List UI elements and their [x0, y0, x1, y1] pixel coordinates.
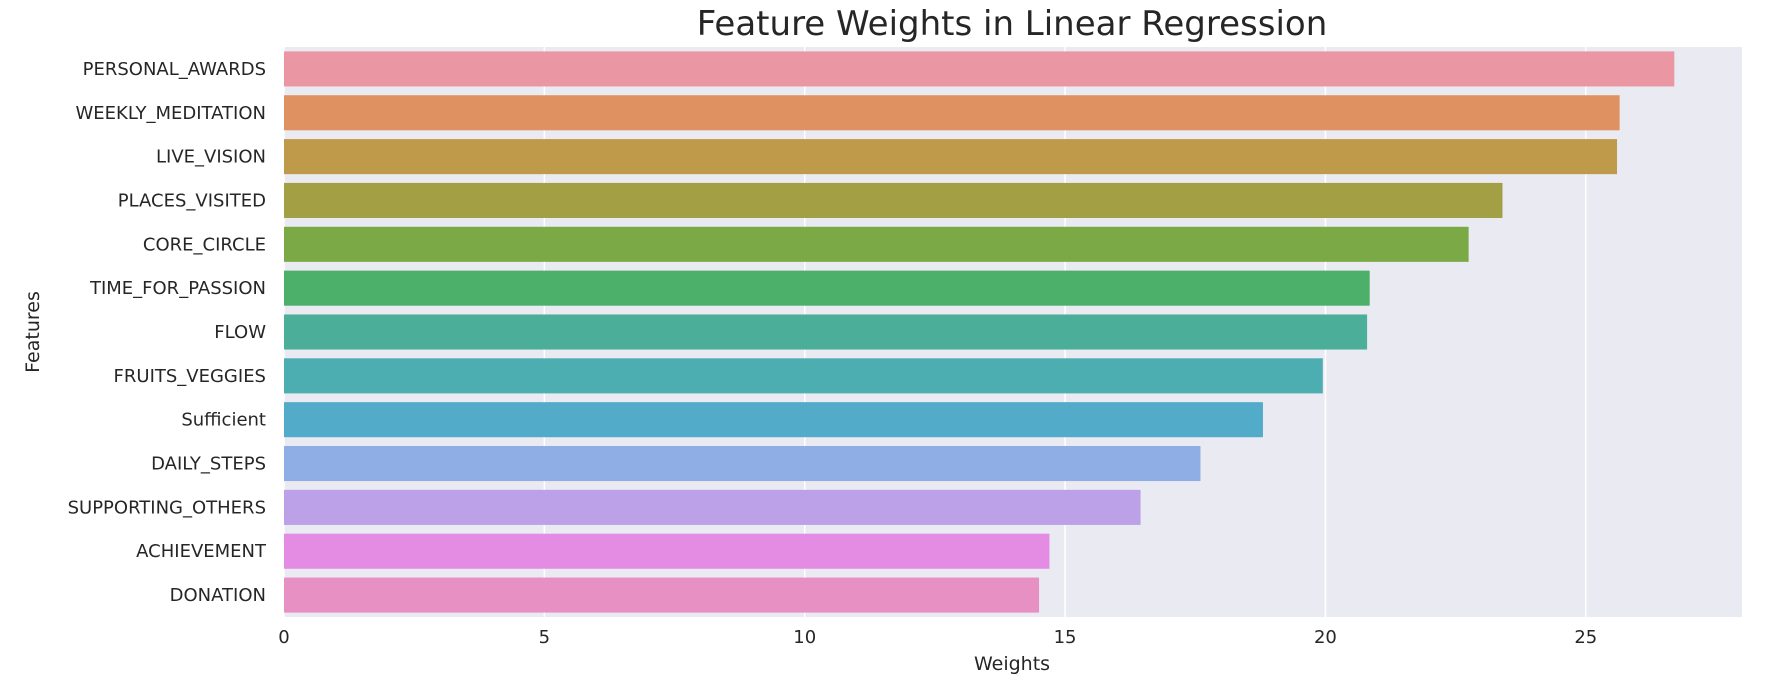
y-tick-label: PERSONAL_AWARDS — [83, 59, 266, 80]
y-tick-label: TIME_FOR_PASSION — [89, 278, 266, 299]
y-tick-label: FRUITS_VEGGIES — [114, 366, 266, 387]
bar-time-for-passion — [284, 270, 1370, 306]
x-tick-label: 5 — [539, 627, 550, 648]
y-tick-label: ACHIEVEMENT — [136, 541, 267, 562]
chart-title: Feature Weights in Linear Regression — [697, 4, 1328, 44]
bar-donation — [284, 577, 1040, 613]
y-tick-label: PLACES_VISITED — [118, 190, 266, 211]
bar-places-visited — [284, 182, 1503, 218]
bar-achievement — [284, 533, 1050, 569]
bar-daily-steps — [284, 446, 1201, 482]
y-tick-label: Sufficient — [181, 410, 266, 431]
bar-flow — [284, 314, 1368, 350]
bar-fruits-veggies — [284, 358, 1323, 394]
x-tick-label: 25 — [1574, 627, 1597, 648]
x-tick-labels: 0 5 10 15 20 25 — [278, 627, 1597, 648]
y-tick-label: WEEKLY_MEDITATION — [75, 103, 266, 124]
y-tick-label: CORE_CIRCLE — [143, 234, 266, 255]
bar-supporting-others — [284, 489, 1141, 525]
bar-sufficient — [284, 402, 1263, 438]
y-tick-label: SUPPORTING_OTHERS — [68, 497, 266, 518]
y-tick-label: FLOW — [214, 322, 266, 343]
y-tick-label: DAILY_STEPS — [151, 454, 266, 475]
y-axis-label: Features — [22, 291, 44, 373]
y-tick-label: DONATION — [170, 585, 266, 606]
y-tick-label: LIVE_VISION — [156, 147, 266, 168]
bar-live-vision — [284, 139, 1618, 175]
y-tick-labels: PERSONAL_AWARDS WEEKLY_MEDITATION LIVE_VIS… — [68, 59, 267, 606]
x-tick-label: 20 — [1314, 627, 1337, 648]
x-axis-label: Weights — [974, 653, 1050, 675]
x-tick-label: 0 — [278, 627, 289, 648]
x-tick-label: 15 — [1054, 627, 1077, 648]
x-tick-label: 10 — [793, 627, 816, 648]
bar-core-circle — [284, 226, 1469, 262]
bar-weekly-meditation — [284, 95, 1620, 131]
bars — [284, 51, 1675, 613]
bar-personal-awards — [284, 51, 1675, 87]
